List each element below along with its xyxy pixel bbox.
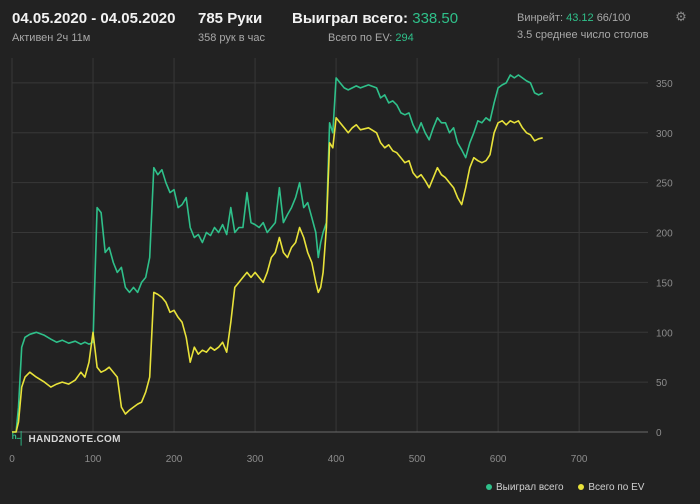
logo-text: HAND2NOTE.COM [28,434,121,445]
hands-per-hour: 358 рук в час [198,32,266,44]
y-tick-label: 50 [656,378,668,389]
axis-ticks: 0 100 200 300 400 500 600 700 0 50 100 150 200 250 300… [9,79,673,465]
x-tick-label: 700 [571,454,588,465]
active-time: Активен 2ч 11м [12,32,91,44]
date-range: 04.05.2020 - 04.05.2020 [12,10,176,27]
legend-item-won[interactable]: Выиграл всего [486,482,564,493]
hand2note-logo-icon: ʰ┤ [12,431,26,445]
legend-item-ev[interactable]: Всего по EV [578,482,644,493]
ev-label: Всего по EV: [328,32,393,44]
y-tick-label: 100 [656,328,673,339]
y-tick-label: 200 [656,229,673,240]
legend: Выиграл всего Всего по EV [486,482,656,493]
session-block: 04.05.2020 - 04.05.2020 Активен 2ч 11м [12,10,175,44]
won-total: Выиграл всего: 338.50 [292,10,458,27]
x-tick-label: 0 [9,454,15,465]
x-tick-label: 600 [490,454,507,465]
series-line-ev [12,117,543,433]
avg-tables: 3.5 среднее число столов [517,29,649,41]
series-line-won [12,74,544,433]
legend-swatch-ev [578,484,585,491]
y-tick-label: 150 [656,278,673,289]
hands-block: 785 Руки 358 рук в час [198,10,265,44]
grid [11,58,648,433]
ev-value: 294 [395,32,414,44]
graph-chart: 0 100 200 300 400 500 600 700 0 50 100 150 200 250 300… [9,58,673,465]
y-tick-label: 300 [656,129,673,140]
x-tick-label: 200 [166,454,183,465]
hand2note-logo: ʰ┤ HAND2NOTE.COM [12,431,121,445]
x-tick-label: 500 [409,454,426,465]
winrate-label: Винрейт: [517,12,564,24]
stats-header: 04.05.2020 - 04.05.2020 Активен 2ч 11м 7… [0,0,700,50]
gear-icon[interactable]: ⚙ [675,9,687,24]
series-lines [12,74,544,433]
legend-label-won: Выиграл всего [496,482,564,493]
won-value: 338.50 [412,10,459,27]
y-tick-label: 350 [656,79,673,90]
won-block: Выиграл всего: 338.50 Всего по EV: 294 [292,10,458,44]
winrate: Винрейт: 43.12 66/100 [517,12,649,24]
y-tick-label: 250 [656,179,673,190]
ev-total: Всего по EV: 294 [328,32,458,44]
legend-swatch-won [486,484,492,491]
x-tick-label: 300 [247,454,264,465]
won-label: Выиграл всего: [292,10,409,27]
x-tick-label: 400 [328,454,345,465]
winrate-rest: 66/100 [596,12,631,24]
hands-count: 785 Руки [198,10,263,27]
winrate-block: Винрейт: 43.12 66/100 3.5 среднее число … [517,10,649,41]
y-tick-label: 0 [656,428,662,439]
legend-label-ev: Всего по EV [588,482,645,493]
x-tick-label: 100 [85,454,102,465]
winrate-value: 43.12 [566,12,594,24]
